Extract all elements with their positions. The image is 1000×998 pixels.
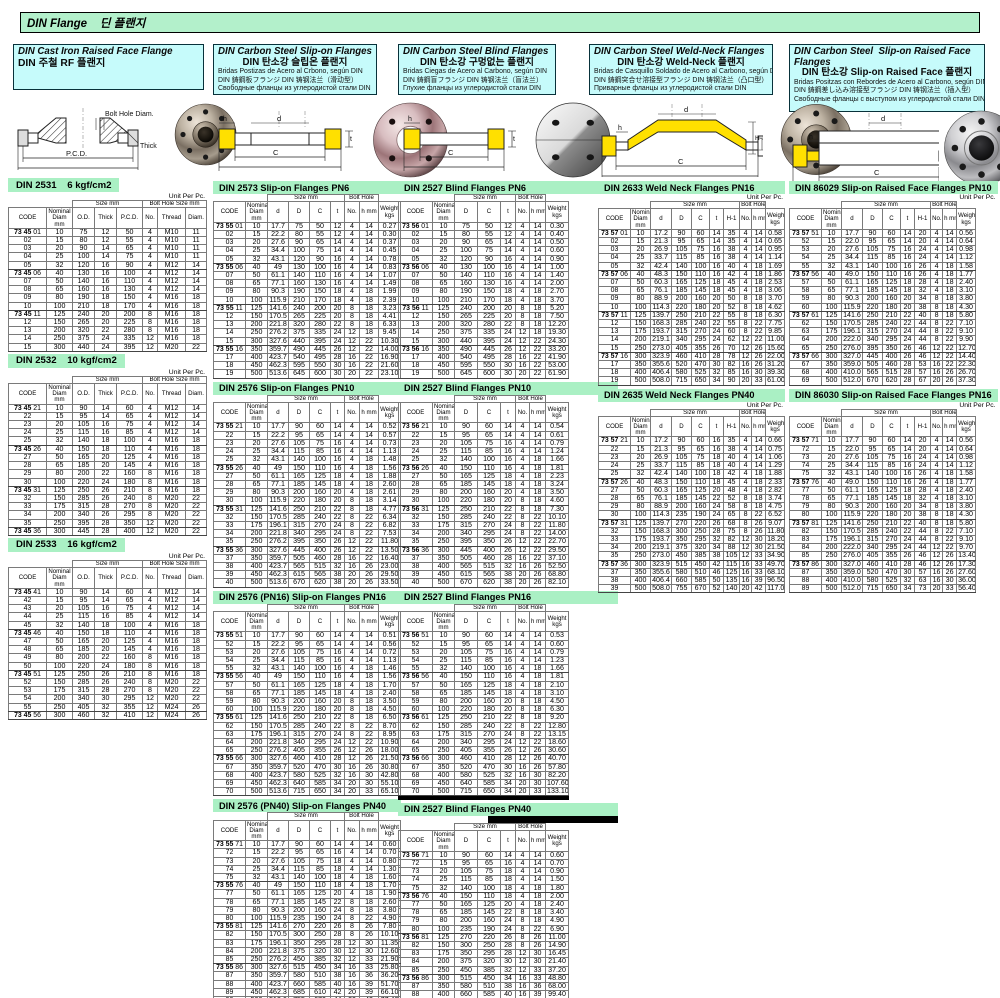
svg-text:t: t	[513, 136, 515, 143]
svg-text:d: d	[277, 114, 281, 123]
svg-text:D: D	[448, 170, 454, 171]
svg-text:d: d	[684, 105, 688, 114]
svg-text:D: D	[273, 170, 279, 171]
svg-text:h: h	[408, 116, 412, 123]
svg-text:C: C	[273, 148, 279, 157]
svg-text:C: C	[874, 168, 880, 177]
svg-text:Bolt Hole Diam.: Bolt Hole Diam.	[105, 111, 154, 118]
svg-text:C: C	[448, 148, 454, 157]
svg-text:h: h	[618, 125, 622, 132]
svg-text:h: h	[223, 116, 227, 123]
svg-text:t: t	[350, 136, 352, 143]
svg-text:P.C.D.: P.C.D.	[66, 149, 87, 158]
svg-text:h: h	[809, 134, 813, 141]
svg-text:C: C	[678, 157, 684, 166]
svg-text:Thick: Thick	[140, 143, 157, 150]
svg-text:d: d	[881, 114, 885, 123]
